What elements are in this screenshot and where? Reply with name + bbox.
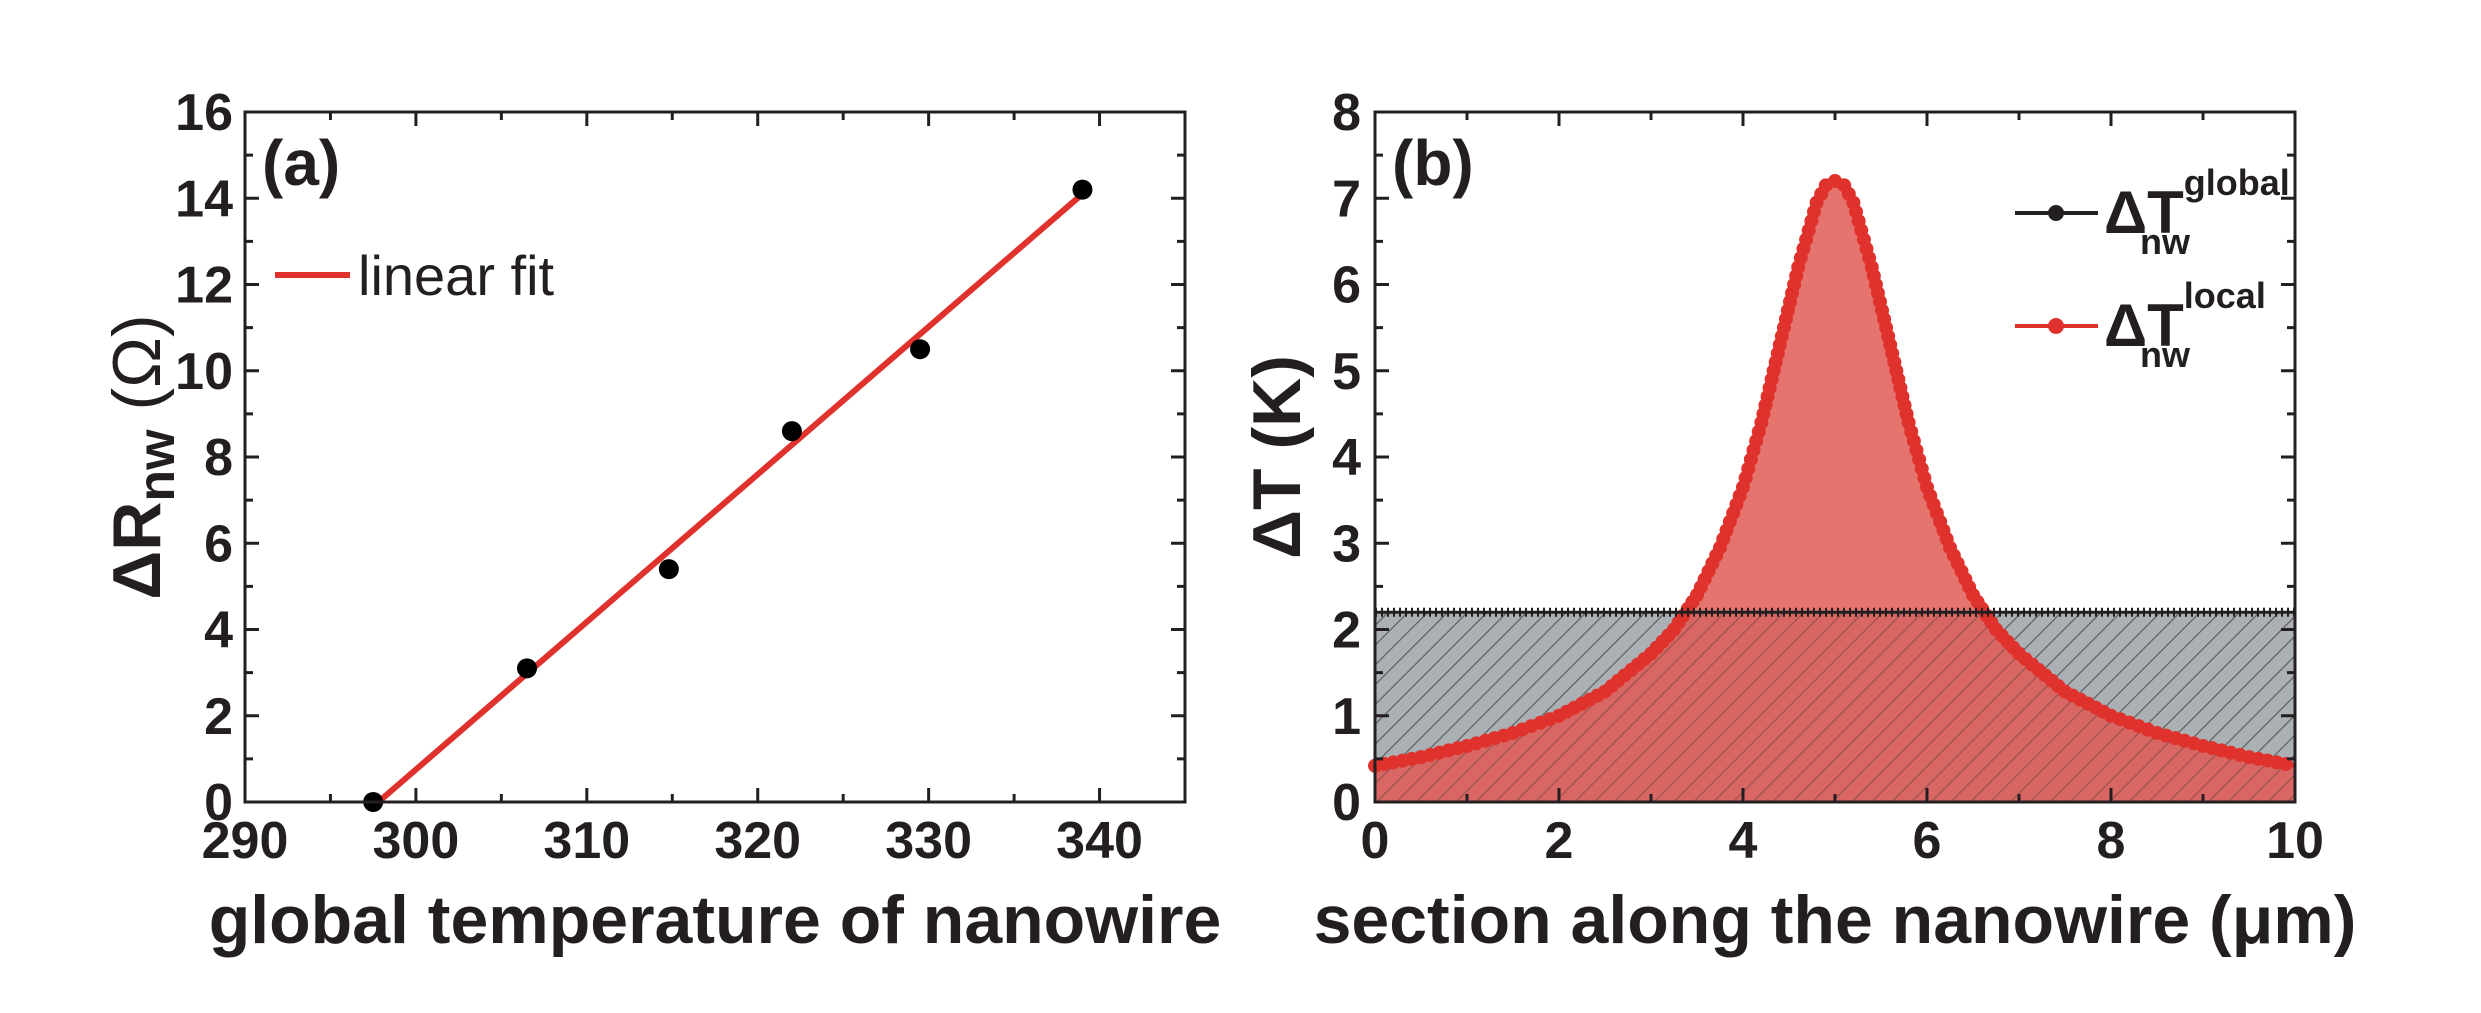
a-data-point — [1072, 179, 1093, 200]
a-x-ticks: 290 300 310 320 330 340 — [202, 112, 1143, 870]
a-y-tick-label: 2 — [204, 688, 233, 746]
a-data-point — [910, 339, 931, 360]
a-legend-label: linear fit — [358, 244, 555, 307]
a-y-tick-label: 4 — [204, 602, 233, 660]
a-y-tick-label: 6 — [204, 515, 233, 573]
a-plot-frame — [243, 110, 1187, 804]
panel-a: 290 300 310 320 330 340 0 2 4 6 8 10 12 14 16 (a) lin… — [99, 84, 1221, 958]
a-x-tick-label: 330 — [885, 812, 972, 870]
b-legend-global-marker — [2048, 205, 2064, 221]
b-panel-label: (b) — [1392, 127, 1474, 199]
a-x-tick-label: 310 — [543, 812, 630, 870]
b-x-tick-label: 10 — [2266, 812, 2324, 870]
a-y-axis-title-unit: (Ω) — [99, 314, 175, 429]
a-data-point — [658, 559, 679, 580]
b-legend-global-main: ΔT — [2104, 179, 2184, 246]
b-legend-local-label: ΔTlocal — [2104, 275, 2266, 359]
b-y-ticks: 0 1 2 3 4 5 6 7 8 — [1332, 84, 2295, 832]
a-y-axis-title: ΔRnw (Ω) — [99, 314, 186, 599]
a-y-tick-label: 16 — [175, 84, 233, 142]
b-x-tick-label: 8 — [2097, 812, 2126, 870]
b-legend-local-marker — [2048, 318, 2064, 334]
b-x-tick-label: 2 — [1545, 812, 1574, 870]
b-plot-frame — [1373, 110, 2297, 804]
a-fit-line — [376, 191, 1085, 805]
a-y-axis-title-sub: nw — [128, 429, 186, 502]
b-legend-global-sub: nw — [2140, 221, 2191, 262]
b-y-tick-label: 6 — [1332, 257, 1361, 315]
a-data-points — [363, 179, 1093, 812]
b-legend-global-sup: global — [2184, 162, 2290, 203]
b-local-area — [1375, 181, 2295, 802]
b-y-tick-label: 5 — [1332, 343, 1361, 401]
b-x-tick-label: 0 — [1361, 812, 1390, 870]
a-data-point — [517, 658, 537, 679]
a-x-tick-label: 320 — [714, 812, 801, 870]
b-y-tick-label: 0 — [1332, 774, 1361, 832]
b-local-line — [1374, 178, 2296, 769]
a-y-ticks: 0 2 4 6 8 10 12 14 16 — [175, 84, 1185, 832]
a-panel-label: (a) — [262, 127, 340, 199]
a-y-axis-title-main: ΔR — [99, 502, 175, 600]
a-x-tick-label: 340 — [1056, 812, 1143, 870]
b-y-tick-label: 3 — [1332, 515, 1361, 573]
b-x-tick-label: 6 — [1913, 812, 1942, 870]
b-legend-local-sup: local — [2184, 275, 2266, 316]
b-legend-local-sub: nw — [2140, 334, 2191, 375]
a-y-tick-label: 0 — [204, 774, 233, 832]
b-legend-global-label: ΔTglobal — [2104, 162, 2290, 246]
b-x-tick-label: 4 — [1729, 812, 1758, 870]
b-local-hatch — [1375, 612, 2295, 802]
b-y-tick-label: 2 — [1332, 602, 1361, 660]
b-y-tick-label: 1 — [1332, 688, 1361, 746]
a-x-tick-label: 290 — [202, 812, 289, 870]
a-y-tick-label: 12 — [175, 257, 233, 315]
a-data-point — [781, 421, 802, 442]
b-legend: ΔTglobal nw ΔTlocal nw — [2015, 162, 2290, 375]
b-y-tick-label: 8 — [1332, 84, 1361, 142]
b-x-axis-title: section along the nanowire (μm) — [1314, 882, 2357, 958]
a-y-tick-label: 8 — [204, 429, 233, 487]
a-y-tick-label: 14 — [175, 170, 233, 228]
b-y-axis-title: ΔT (K) — [1239, 355, 1315, 559]
a-x-tick-label: 300 — [373, 812, 460, 870]
a-legend: linear fit — [275, 244, 555, 307]
a-x-axis-title: global temperature of nanowire — [209, 882, 1222, 958]
b-y-tick-label: 4 — [1332, 429, 1361, 487]
b-y-tick-label: 7 — [1332, 170, 1361, 228]
a-y-tick-label: 10 — [175, 343, 233, 401]
b-legend-local-main: ΔT — [2104, 292, 2184, 359]
